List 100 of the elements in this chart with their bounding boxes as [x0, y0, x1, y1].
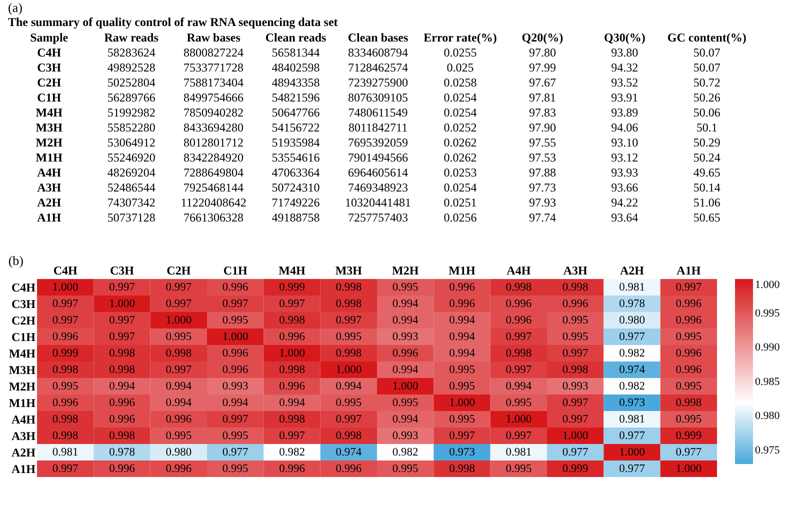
text: 97.93 [528, 196, 556, 210]
text: 8076309105 [348, 90, 408, 104]
text: 93.80 [611, 46, 638, 60]
text: 50252804 [107, 76, 156, 90]
data-label: 0.997 [52, 314, 79, 326]
data-label: 0.995 [449, 413, 476, 426]
data-label: 0.994 [279, 396, 306, 409]
data-label: 0.995 [222, 314, 249, 326]
x-tick-label: A2H [620, 264, 645, 278]
text: 50.26 [693, 90, 720, 104]
data-label: 0.998 [336, 281, 362, 294]
data-label: 0.993 [222, 380, 249, 392]
text: 52486544 [107, 180, 156, 194]
data-label: 0.997 [166, 364, 192, 376]
data-label: 0.982 [279, 446, 306, 458]
data-label: 1.000 [222, 330, 249, 343]
data-label: 0.994 [222, 396, 249, 409]
data-label: 0.998 [52, 413, 79, 426]
text: A3H [37, 180, 62, 194]
data-label: 0.974 [336, 446, 362, 458]
data-label: 1.000 [449, 396, 476, 409]
text: 97.80 [528, 46, 556, 60]
text: 50.29 [693, 136, 720, 150]
text: 48402598 [272, 60, 320, 74]
data-label: 1.000 [109, 298, 136, 310]
data-label: 0.995 [392, 462, 419, 475]
data-label: 0.998 [506, 347, 532, 360]
text: 7128462574 [348, 60, 408, 74]
text: 97.73 [528, 180, 556, 194]
data-label: 0.996 [222, 281, 249, 294]
text: 0.0255 [444, 46, 477, 60]
y-tick-label: A1H [12, 462, 36, 476]
data-label: 0.997 [166, 281, 192, 294]
data-label: 0.997 [109, 314, 136, 326]
text: 7480611549 [348, 106, 408, 120]
data-label: 0.994 [392, 364, 419, 376]
data-label: 0.996 [506, 314, 532, 326]
data-label: 0.996 [676, 364, 702, 376]
data-label: 0.998 [52, 430, 79, 442]
data-label: 0.977 [619, 330, 646, 343]
text: 94.06 [611, 120, 638, 134]
x-tick-label: M1H [448, 264, 476, 278]
category-label: Raw reads [104, 30, 159, 44]
x-tick-label: M3H [335, 264, 363, 278]
text: 97.88 [528, 166, 556, 180]
text: 7588173404 [184, 76, 244, 90]
data-label: 0.997 [336, 413, 362, 426]
color-bar-label: 1.000 [755, 279, 780, 291]
text: 7925468144 [184, 180, 244, 194]
data-label: 0.999 [676, 430, 702, 442]
color-bar-label: 0.975 [755, 444, 780, 456]
y-tick-label: M2H [8, 379, 36, 394]
category-label: Raw bases [186, 30, 241, 44]
data-label: 0.995 [166, 330, 192, 343]
data-label: 0.977 [676, 446, 702, 458]
text: 6964605614 [348, 166, 408, 180]
data-label: 0.996 [392, 347, 419, 360]
data-label: 0.996 [279, 462, 306, 475]
data-label: 0.996 [222, 364, 249, 376]
data-label: 0.997 [279, 430, 306, 442]
text: 97.99 [528, 60, 556, 74]
data-label: 0.997 [506, 364, 532, 376]
text: 54156722 [272, 120, 320, 134]
data-label: 0.995 [506, 396, 532, 409]
data-label: 0.998 [562, 364, 589, 376]
text: 0.0258 [444, 76, 477, 90]
text: 0.025 [446, 60, 474, 74]
text: 94.32 [611, 60, 638, 74]
data-label: 0.995 [222, 462, 249, 475]
color-bar-label: 0.980 [755, 410, 780, 422]
y-tick-label: M3H [8, 362, 36, 377]
text: 93.93 [611, 166, 638, 180]
x-tick-label: C1H [223, 264, 248, 278]
text: 51.06 [693, 196, 720, 210]
y-tick-label: M4H [8, 346, 36, 360]
data-label: 0.981 [619, 281, 646, 294]
x-tick-label: C4H [53, 264, 78, 278]
data-label: 0.982 [619, 380, 646, 392]
data-label: 0.996 [676, 347, 702, 360]
data-label: 0.994 [449, 347, 476, 360]
text: C2H [37, 76, 62, 90]
text: (a) [8, 0, 22, 15]
data-label: 1.000 [166, 314, 192, 326]
text: 0.0254 [444, 106, 477, 120]
data-label: 0.996 [562, 298, 589, 310]
x-tick-label: A1H [676, 264, 702, 278]
data-label: 0.995 [222, 430, 249, 442]
text: 97.53 [528, 150, 556, 164]
text: 94.22 [611, 196, 638, 210]
data-label: 0.999 [279, 281, 306, 294]
text: C4H [37, 46, 62, 60]
data-label: 1.000 [619, 446, 646, 458]
data-label: 0.996 [109, 396, 136, 409]
data-label: 0.977 [222, 446, 249, 458]
data-label: 1.000 [676, 462, 702, 475]
text: 0.0262 [444, 150, 477, 164]
text: 0.0254 [444, 180, 477, 194]
text: 0.0253 [444, 166, 477, 180]
data-label: 0.977 [562, 446, 589, 458]
data-label: 0.973 [619, 396, 646, 409]
